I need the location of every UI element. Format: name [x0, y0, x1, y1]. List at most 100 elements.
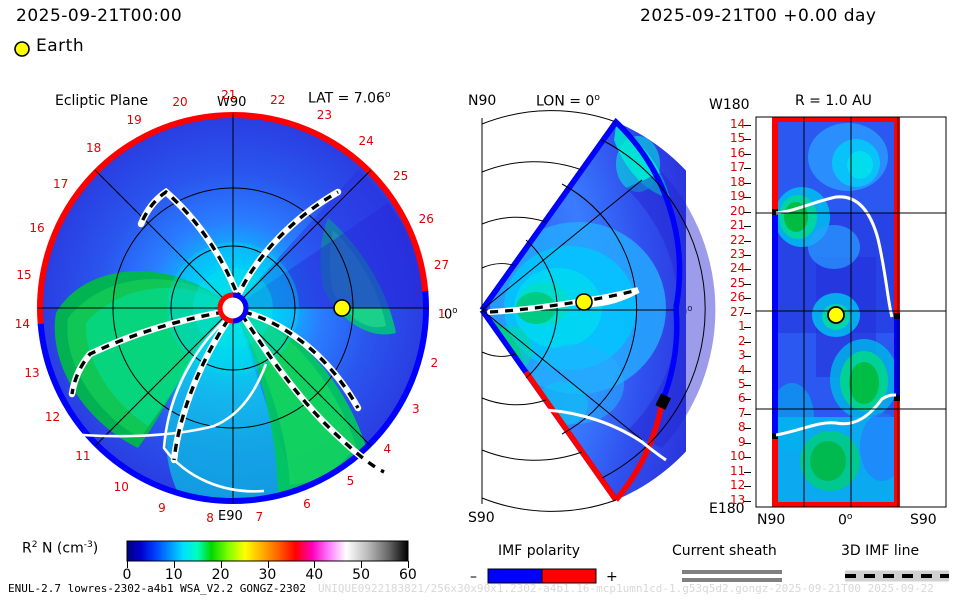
map-y-axis-label: 20 [730, 203, 746, 218]
map-y-axis-label: 27 [730, 304, 746, 319]
map-y-axis-tick [744, 153, 751, 155]
meridional-current-sheet [525, 408, 667, 462]
map-bottom-left-label: E180 [709, 501, 745, 517]
map-y-axis-tick [744, 312, 751, 314]
ecliptic-carrington-label: 24 [358, 134, 374, 149]
ecliptic-carrington-label: 22 [270, 92, 286, 107]
colorbar-gradient [126, 540, 409, 562]
colorbar-tick-label: 40 [305, 567, 324, 583]
map-polarity-right-bottom [894, 401, 900, 507]
map-y-axis-tick [744, 457, 751, 459]
map-y-axis-label: 15 [730, 131, 746, 146]
map-y-axis-label: 2 [738, 333, 746, 348]
ecliptic-carrington-label: 2 [430, 356, 439, 371]
colorbar-tick-label: 50 [352, 567, 370, 583]
meridional-plot[interactable] [466, 110, 716, 512]
ecliptic-carrington-label: 1 [437, 307, 446, 322]
map-y-axis-tick [744, 269, 751, 271]
meridional-grid [481, 110, 706, 512]
ecliptic-plane-plot[interactable] [28, 108, 448, 528]
ecliptic-bottom-label: E90 [218, 509, 243, 524]
current-sheath-legend [682, 566, 792, 586]
map-y-axis-tick [744, 442, 751, 444]
colorbar-tick [267, 561, 269, 568]
colorbar-tick [173, 561, 175, 568]
map-y-axis-tick [744, 385, 751, 386]
ecliptic-carrington-label: 21 [221, 88, 237, 103]
ecliptic-carrington-label: 5 [346, 474, 355, 489]
map-y-axis-label: 21 [730, 218, 746, 233]
map-y-axis-tick [744, 413, 751, 415]
map-y-axis-tick [744, 255, 751, 256]
ecliptic-carrington-label: 19 [126, 112, 142, 127]
map-y-axis-label: 4 [738, 362, 746, 377]
colorbar-ticks: 0 10 20 30 40 50 60 [123, 561, 417, 583]
map-current-sheet-lower [775, 393, 897, 437]
map-y-axis-label: 8 [738, 420, 746, 435]
map-y-axis-tick [744, 370, 751, 372]
map-y-axis-label: 18 [730, 174, 746, 189]
map-y-axis-tick [744, 226, 751, 228]
ecliptic-carrington-label: 11 [75, 449, 91, 464]
ecliptic-carrington-label: 13 [24, 365, 40, 380]
meridional-polarity-negative [479, 117, 683, 312]
ecliptic-lat-label: LAT = 7.06o [308, 90, 391, 107]
constant-radius-map-plot[interactable] [755, 116, 947, 508]
map-y-axis-label: 1 [738, 319, 746, 334]
ecliptic-imf-lines [68, 187, 388, 476]
imf-positive-swatch [541, 568, 597, 584]
ecliptic-panel-title: Ecliptic Plane [55, 93, 149, 109]
ecliptic-carrington-label: 18 [85, 140, 102, 155]
imf-polarity-legend-title: IMF polarity [498, 543, 581, 559]
map-y-axis-label: 23 [730, 247, 746, 261]
map-y-axis-tick [744, 168, 751, 170]
map-y-axis-tick [744, 197, 751, 199]
map-y-axis-labels: 14 15 16 17 18 19 20 21 22 23 24 25 26 27 1 2 3 4 5 6 7 8 9 10 1… [716, 110, 758, 514]
map-y-axis-label: 6 [738, 391, 746, 406]
map-polarity-left-bottom [772, 439, 778, 507]
ecliptic-carrington-label: 15 [16, 268, 32, 283]
map-y-axis-label: 22 [730, 232, 746, 247]
map-y-axis-tick [744, 327, 751, 329]
map-y-axis-tick [744, 399, 751, 401]
colorbar[interactable] [126, 540, 409, 562]
map-y-axis-label: 17 [730, 160, 746, 175]
footer-model-info: ENUL-2.7 lowres-2302-a4b1 WSA_V2.2 GONGZ… [8, 582, 307, 595]
ecliptic-polarity-negative [37, 112, 429, 504]
ecliptic-carrington-label: 9 [158, 500, 166, 515]
map-y-axis-tick [744, 211, 751, 213]
map-panel-title: R = 1.0 AU [795, 93, 872, 109]
earth-marker-meridional [575, 293, 593, 311]
meridional-polarity-positive [613, 401, 665, 502]
map-polarity-right-mid [894, 319, 900, 395]
ecliptic-carrington-label: 25 [393, 169, 409, 184]
map-xlabel-s90: S90 [910, 512, 937, 528]
sun-marker [217, 292, 249, 324]
colorbar-tick-label: 0 [122, 567, 132, 583]
meridional-north-label: N90 [468, 93, 497, 109]
map-y-axis-tick [744, 125, 751, 126]
map-y-axis-label: 11 [730, 463, 746, 478]
map-y-axis-tick [744, 341, 751, 343]
map-polarity-left-top [772, 117, 778, 209]
map-y-axis-label: 9 [738, 434, 746, 449]
imf-plus-sign: + [606, 569, 618, 585]
colorbar-tick-label: 10 [164, 567, 183, 583]
ecliptic-carrington-label: 26 [418, 211, 434, 226]
map-y-axis-label: 5 [738, 377, 746, 391]
meridional-panel-title: LON = 0o [536, 93, 600, 110]
ecliptic-carrington-label: 16 [29, 220, 45, 235]
map-grid [755, 116, 947, 508]
map-y-axis-tick [744, 283, 751, 285]
ecliptic-carrington-labels: 19 20 21 22 23 24 25 26 27 1 2 3 4 5 6 7 8 9 10 11 12 13 14 15 1… [15, 88, 449, 528]
colorbar-tick [220, 561, 222, 568]
header-datetime-right: 2025-09-21T00 +0.00 day [640, 6, 877, 26]
earth-legend: Earth [12, 36, 172, 60]
map-y-axis-ticks [744, 110, 758, 514]
header-datetime-left: 2025-09-21T00:00 [16, 6, 183, 26]
map-y-axis-tick [744, 428, 751, 430]
map-y-axis-label: 26 [730, 290, 746, 305]
map-y-axis-tick [744, 298, 751, 300]
colorbar-tick [408, 561, 409, 568]
map-y-axis-label: 24 [730, 261, 746, 276]
